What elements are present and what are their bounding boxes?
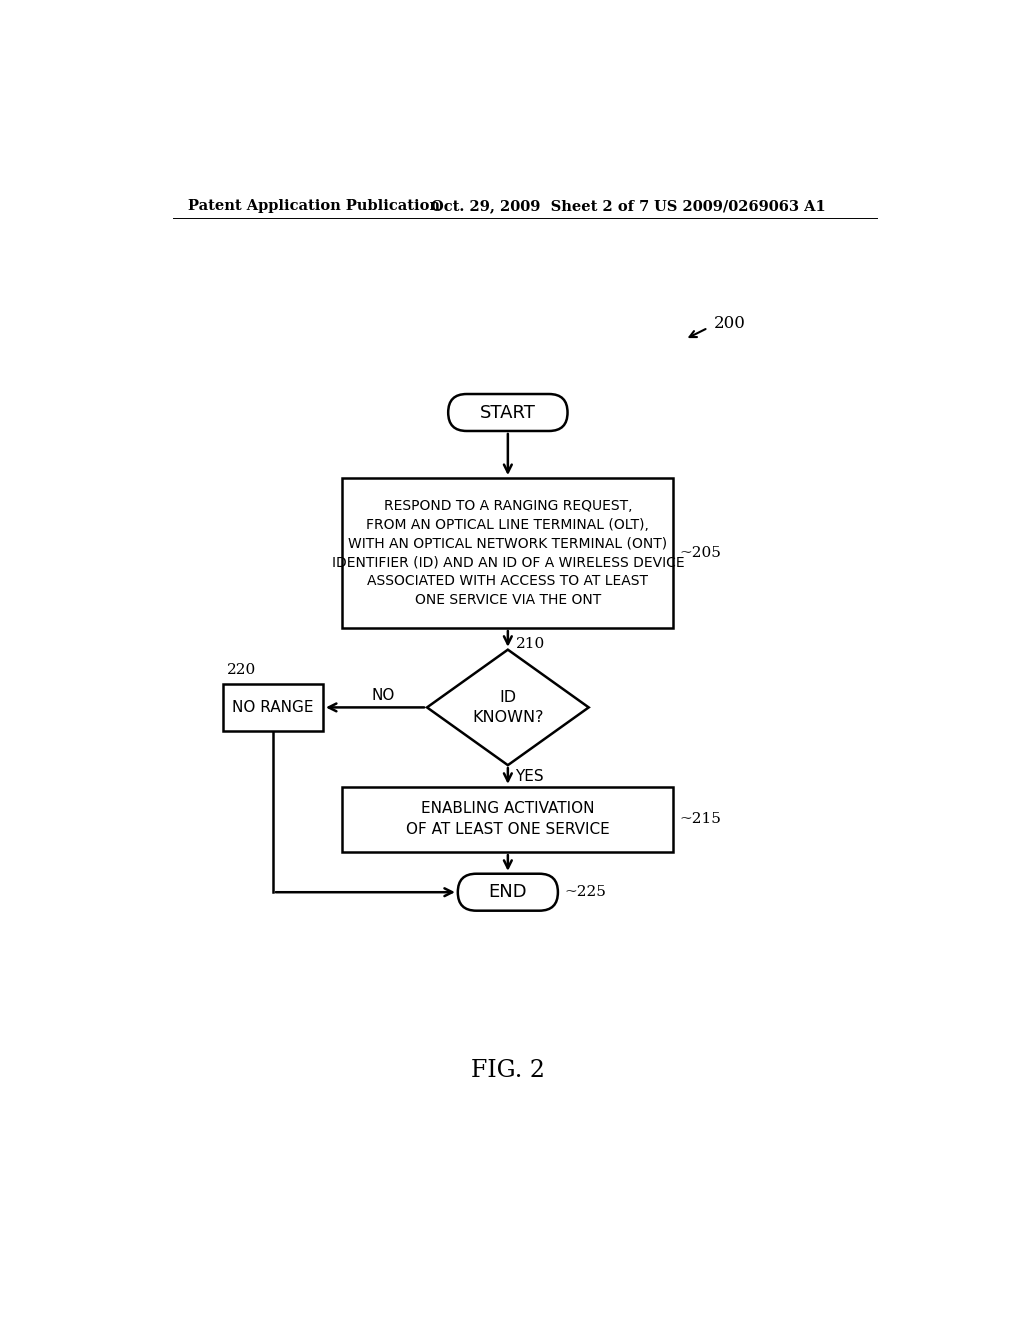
FancyBboxPatch shape: [449, 395, 567, 430]
Text: ~205: ~205: [680, 546, 722, 560]
Text: Patent Application Publication: Patent Application Publication: [188, 199, 440, 213]
Text: 220: 220: [226, 663, 256, 677]
Text: START: START: [480, 404, 536, 421]
FancyBboxPatch shape: [342, 478, 674, 628]
Text: Oct. 29, 2009  Sheet 2 of 7: Oct. 29, 2009 Sheet 2 of 7: [431, 199, 649, 213]
Text: END: END: [488, 883, 527, 902]
Text: NO RANGE: NO RANGE: [232, 700, 313, 715]
Text: NO: NO: [371, 688, 394, 702]
Text: YES: YES: [515, 770, 544, 784]
Text: RESPOND TO A RANGING REQUEST,
FROM AN OPTICAL LINE TERMINAL (OLT),
WITH AN OPTIC: RESPOND TO A RANGING REQUEST, FROM AN OP…: [332, 499, 684, 607]
FancyBboxPatch shape: [223, 684, 323, 731]
Text: FIG. 2: FIG. 2: [471, 1060, 545, 1082]
FancyBboxPatch shape: [342, 787, 674, 853]
Polygon shape: [427, 649, 589, 766]
FancyBboxPatch shape: [458, 874, 558, 911]
Text: 210: 210: [515, 636, 545, 651]
Text: US 2009/0269063 A1: US 2009/0269063 A1: [654, 199, 826, 213]
Text: ID
KNOWN?: ID KNOWN?: [472, 690, 544, 725]
Text: ~225: ~225: [564, 886, 606, 899]
Text: ENABLING ACTIVATION
OF AT LEAST ONE SERVICE: ENABLING ACTIVATION OF AT LEAST ONE SERV…: [406, 801, 609, 837]
Text: 200: 200: [714, 315, 746, 333]
Text: ~215: ~215: [680, 812, 722, 826]
